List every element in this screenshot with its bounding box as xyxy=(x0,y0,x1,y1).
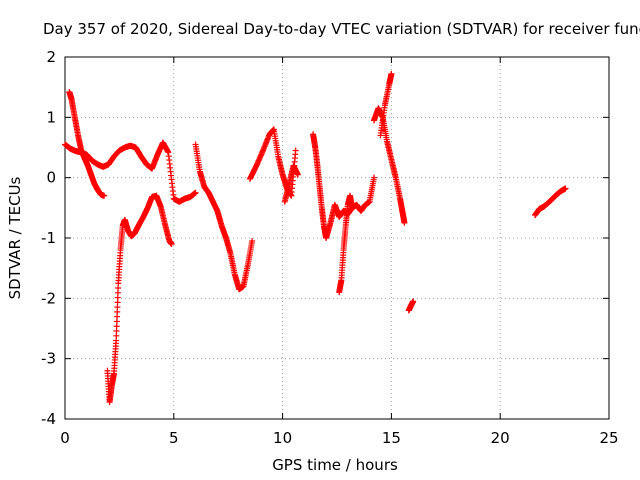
y-tick-label: 1 xyxy=(46,108,56,126)
x-tick-label: 20 xyxy=(491,429,510,447)
y-tick-label: 0 xyxy=(46,169,56,187)
data-point xyxy=(349,204,356,211)
data-point xyxy=(192,189,199,196)
x-tick-label: 15 xyxy=(382,429,401,447)
data-point xyxy=(249,238,256,245)
data-point xyxy=(410,298,417,305)
y-tick-label: -1 xyxy=(41,229,56,247)
data-point xyxy=(294,171,301,178)
y-tick-label: 2 xyxy=(46,48,56,66)
series-track-f xyxy=(281,162,301,205)
series-track-e xyxy=(246,126,299,199)
x-tick-labels: 0 5 10 15 20 25 xyxy=(60,429,618,447)
y-tick-label: -2 xyxy=(41,289,56,307)
x-tick-label: 5 xyxy=(169,429,179,447)
series-track-i xyxy=(370,105,408,226)
series-track-c xyxy=(104,192,175,406)
y-tick-label: -4 xyxy=(41,410,56,428)
data-point xyxy=(101,192,108,199)
chart-title: Day 357 of 2020, Sidereal Day-to-day VTE… xyxy=(43,20,640,38)
data-point xyxy=(388,70,395,77)
data-point xyxy=(401,219,408,226)
x-tick-label: 0 xyxy=(60,429,70,447)
series-track-b xyxy=(66,88,108,199)
grid-lines xyxy=(65,57,609,419)
series-track-k xyxy=(405,298,417,314)
y-tick-label: -3 xyxy=(41,350,56,368)
x-tick-label: 10 xyxy=(273,429,292,447)
series-track-l xyxy=(532,185,569,219)
series-track-d xyxy=(192,141,256,293)
data-point xyxy=(562,185,569,192)
x-tick-label: 25 xyxy=(599,429,618,447)
y-tick-labels: -4 -3 -2 -1 0 1 2 xyxy=(41,48,56,428)
series-track-j xyxy=(377,70,395,139)
data-points xyxy=(62,70,569,406)
data-point xyxy=(168,241,175,248)
series-track-h xyxy=(336,192,356,296)
x-axis-label: GPS time / hours xyxy=(272,456,398,474)
y-axis-label: SDTVAR / TECUs xyxy=(6,176,24,299)
data-point xyxy=(370,174,377,181)
data-point xyxy=(292,147,299,154)
axis-ticks xyxy=(64,56,610,420)
